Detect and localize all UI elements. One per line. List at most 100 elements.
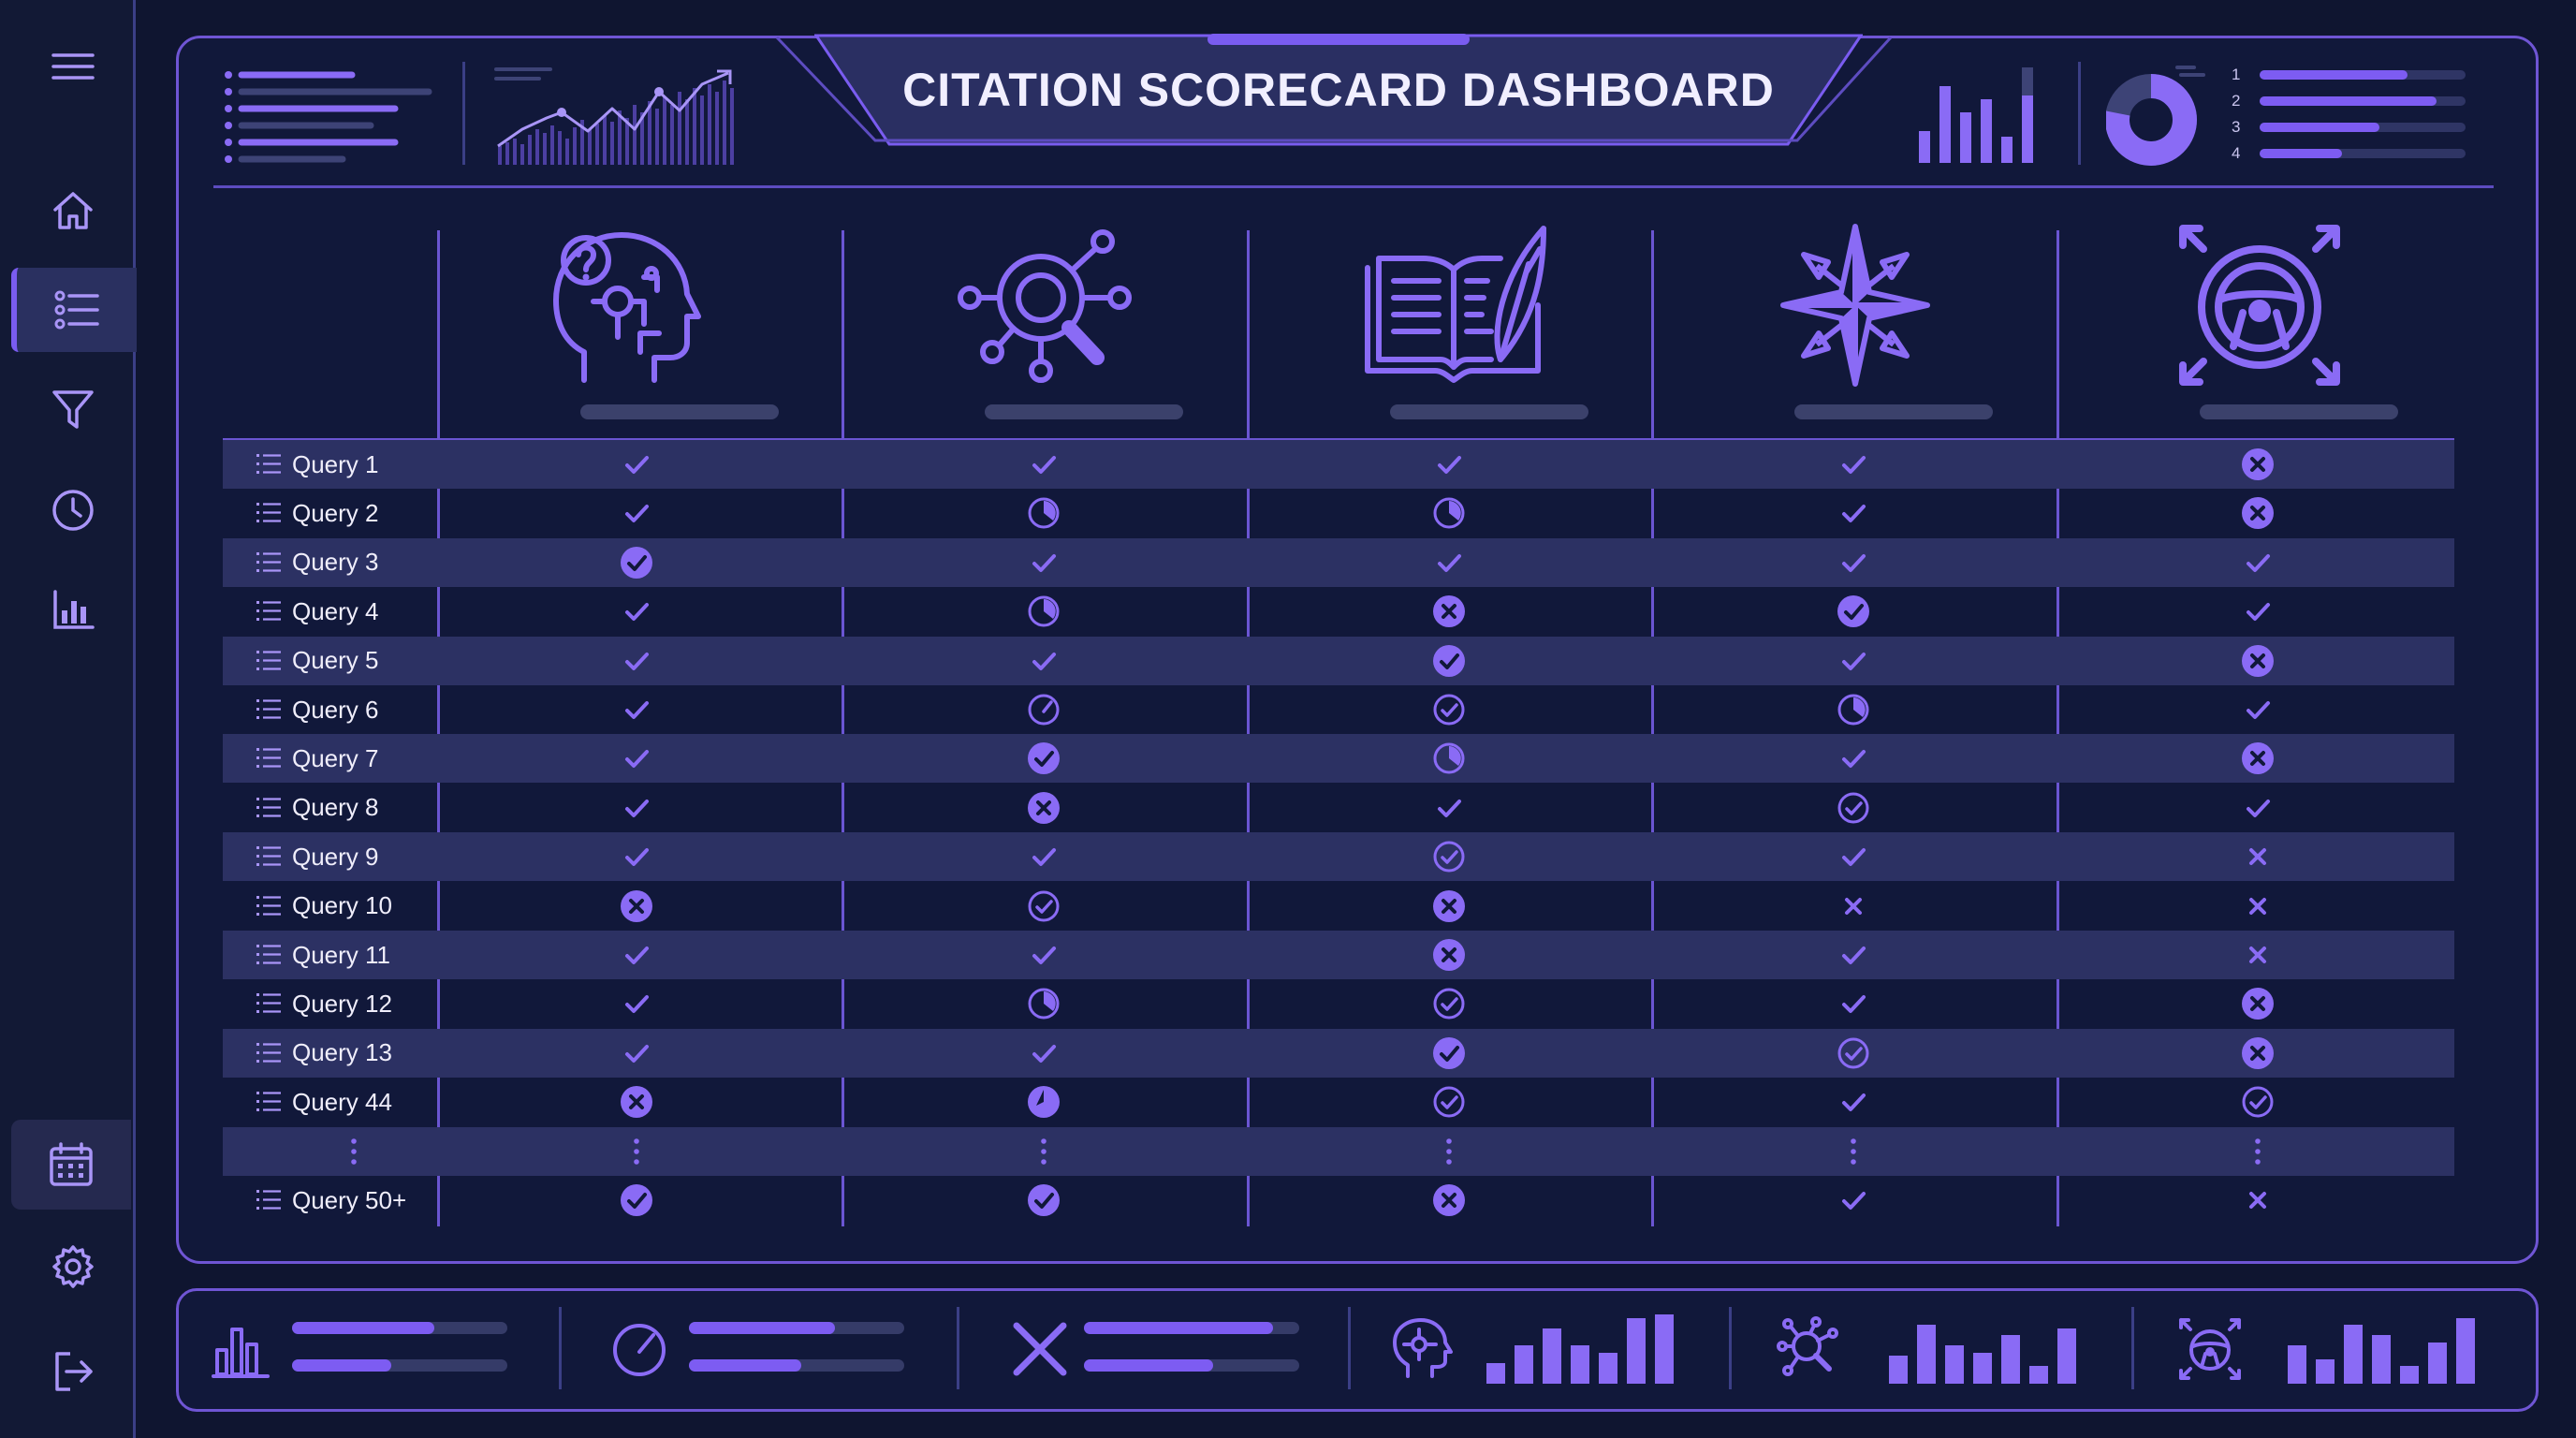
status-cell[interactable] (1421, 538, 1477, 587)
status-cell[interactable] (1825, 637, 1881, 685)
status-cell[interactable] (1825, 538, 1881, 587)
table-row[interactable]: Query 4 (223, 587, 2454, 636)
status-cell[interactable] (2230, 440, 2286, 489)
status-cell[interactable] (608, 538, 665, 587)
status-cell[interactable] (1421, 685, 1477, 734)
status-cell[interactable] (608, 587, 665, 636)
table-row[interactable]: Query 8 (223, 784, 2454, 832)
status-cell[interactable] (2230, 931, 2286, 979)
status-cell[interactable] (608, 979, 665, 1028)
status-cell[interactable] (1825, 587, 1881, 636)
nav-history[interactable] (13, 468, 133, 552)
nav-calendar[interactable] (11, 1120, 131, 1210)
status-cell[interactable] (2230, 784, 2286, 832)
status-cell[interactable] (1825, 931, 1881, 979)
status-cell[interactable] (1421, 1029, 1477, 1078)
table-row[interactable]: Query 44 (223, 1078, 2454, 1126)
status-cell[interactable] (1421, 832, 1477, 881)
column-header-1[interactable] (498, 221, 779, 427)
table-row[interactable]: Query 11 (223, 931, 2454, 979)
nav-list[interactable] (11, 268, 137, 352)
table-row[interactable]: Query 50+ (223, 1176, 2454, 1225)
status-cell[interactable] (1016, 587, 1072, 636)
status-cell[interactable] (2230, 489, 2286, 537)
status-cell[interactable] (1016, 784, 1072, 832)
status-cell[interactable] (1825, 734, 1881, 783)
status-cell[interactable] (1825, 1078, 1881, 1126)
status-cell[interactable] (608, 1029, 665, 1078)
status-cell[interactable] (608, 784, 665, 832)
nav-logout[interactable] (13, 1329, 133, 1414)
status-cell[interactable] (608, 931, 665, 979)
status-cell[interactable] (1825, 832, 1881, 881)
column-header-4[interactable] (1712, 221, 1993, 427)
status-cell[interactable] (608, 637, 665, 685)
status-cell[interactable] (1421, 1078, 1477, 1126)
status-cell[interactable] (1016, 882, 1072, 931)
status-cell[interactable] (1016, 685, 1072, 734)
status-cell[interactable] (1016, 440, 1072, 489)
status-cell[interactable] (1421, 931, 1477, 979)
status-cell[interactable] (1421, 1127, 1477, 1176)
status-cell[interactable] (1421, 489, 1477, 537)
column-header-3[interactable] (1308, 221, 1588, 427)
status-cell[interactable] (1016, 979, 1072, 1028)
status-cell[interactable] (1016, 832, 1072, 881)
status-cell[interactable] (1421, 979, 1477, 1028)
status-cell[interactable] (1016, 489, 1072, 537)
status-cell[interactable] (608, 489, 665, 537)
table-row[interactable]: Query 1 (223, 440, 2454, 489)
status-cell[interactable] (1016, 931, 1072, 979)
status-cell[interactable] (1016, 734, 1072, 783)
status-cell[interactable] (1421, 637, 1477, 685)
table-row[interactable]: Query 13 (223, 1028, 2454, 1078)
status-cell[interactable] (1421, 1176, 1477, 1225)
table-row[interactable]: Query 10 (223, 882, 2454, 931)
status-cell[interactable] (2230, 1029, 2286, 1078)
status-cell[interactable] (1016, 538, 1072, 587)
status-cell[interactable] (2230, 832, 2286, 881)
status-cell[interactable] (1421, 587, 1477, 636)
status-cell[interactable] (1421, 440, 1477, 489)
status-cell[interactable] (608, 832, 665, 881)
status-cell[interactable] (2230, 637, 2286, 685)
status-cell[interactable] (2230, 685, 2286, 734)
status-cell[interactable] (1825, 489, 1881, 537)
nav-settings[interactable] (13, 1225, 133, 1309)
status-cell[interactable] (1825, 1176, 1881, 1225)
table-row[interactable]: Query 12 (223, 979, 2454, 1028)
status-cell[interactable] (608, 1176, 665, 1225)
status-cell[interactable] (608, 734, 665, 783)
status-cell[interactable] (1016, 1078, 1072, 1126)
table-row[interactable]: Query 7 (223, 734, 2454, 784)
status-cell[interactable] (1825, 685, 1881, 734)
table-row[interactable]: Query 6 (223, 685, 2454, 734)
status-cell[interactable] (2230, 1078, 2286, 1126)
status-cell[interactable] (1825, 1127, 1881, 1176)
status-cell[interactable] (1016, 1176, 1072, 1225)
status-cell[interactable] (1825, 1029, 1881, 1078)
status-cell[interactable] (608, 440, 665, 489)
status-cell[interactable] (1421, 784, 1477, 832)
status-cell[interactable] (1825, 784, 1881, 832)
status-cell[interactable] (2230, 979, 2286, 1028)
nav-home[interactable] (13, 169, 133, 253)
status-cell[interactable] (2230, 882, 2286, 931)
column-header-5[interactable] (2117, 221, 2398, 427)
status-cell[interactable] (608, 882, 665, 931)
status-cell[interactable] (608, 1127, 665, 1176)
status-cell[interactable] (1825, 979, 1881, 1028)
table-row[interactable] (223, 1126, 2454, 1176)
status-cell[interactable] (1016, 1127, 1072, 1176)
nav-filter[interactable] (13, 367, 133, 451)
status-cell[interactable] (608, 685, 665, 734)
status-cell[interactable] (1421, 882, 1477, 931)
status-cell[interactable] (2230, 538, 2286, 587)
table-row[interactable]: Query 2 (223, 489, 2454, 537)
menu-button[interactable] (13, 24, 133, 109)
column-header-2[interactable] (902, 221, 1183, 427)
table-row[interactable]: Query 9 (223, 832, 2454, 882)
status-cell[interactable] (1016, 1029, 1072, 1078)
status-cell[interactable] (1016, 637, 1072, 685)
status-cell[interactable] (1825, 882, 1881, 931)
